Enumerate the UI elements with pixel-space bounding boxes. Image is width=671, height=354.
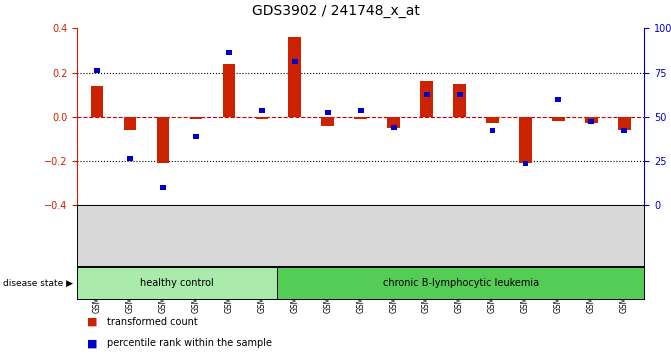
Text: ■: ■ xyxy=(87,317,98,327)
Bar xyxy=(420,81,433,117)
Bar xyxy=(259,108,265,113)
Bar xyxy=(354,117,367,119)
Bar xyxy=(226,50,231,55)
Text: transformed count: transformed count xyxy=(107,317,198,327)
Text: ■: ■ xyxy=(87,338,98,348)
Bar xyxy=(387,117,400,128)
Bar xyxy=(588,119,595,124)
Text: disease state ▶: disease state ▶ xyxy=(3,279,73,288)
Bar xyxy=(556,97,562,102)
Bar xyxy=(190,117,202,119)
Bar xyxy=(193,134,199,139)
Text: healthy control: healthy control xyxy=(140,278,214,288)
Bar xyxy=(94,68,100,73)
Bar xyxy=(523,161,529,166)
Bar xyxy=(289,37,301,117)
Bar xyxy=(585,117,598,124)
Bar xyxy=(321,117,334,126)
Bar xyxy=(160,185,166,190)
Text: GDS3902 / 241748_x_at: GDS3902 / 241748_x_at xyxy=(252,4,419,18)
Text: chronic B-lymphocytic leukemia: chronic B-lymphocytic leukemia xyxy=(382,278,539,288)
Bar xyxy=(127,156,133,161)
Bar xyxy=(123,117,136,130)
Bar xyxy=(156,117,169,163)
Bar xyxy=(223,64,235,117)
Bar xyxy=(618,117,631,130)
Text: percentile rank within the sample: percentile rank within the sample xyxy=(107,338,272,348)
Bar xyxy=(358,108,364,113)
Bar xyxy=(490,128,495,132)
Bar xyxy=(456,92,462,97)
Bar xyxy=(519,117,531,163)
Bar xyxy=(454,84,466,117)
Bar xyxy=(621,128,627,132)
Bar xyxy=(423,92,429,97)
Bar xyxy=(391,125,397,130)
Bar xyxy=(325,110,331,115)
Bar xyxy=(552,117,565,121)
Bar xyxy=(292,59,298,64)
Bar xyxy=(256,117,268,119)
Bar xyxy=(486,117,499,124)
Bar xyxy=(91,86,103,117)
